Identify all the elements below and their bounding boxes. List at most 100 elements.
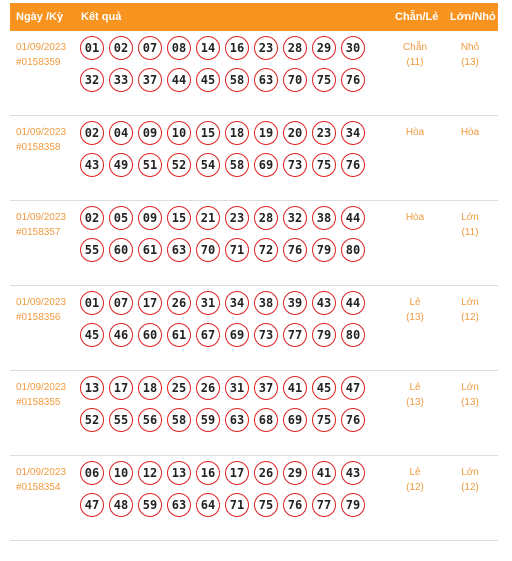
number-ball: 63 (167, 238, 191, 262)
number-ball: 45 (80, 323, 104, 347)
number-ball: 71 (225, 493, 249, 517)
number-ball: 46 (109, 323, 133, 347)
date-column-header: Ngày /Kỳ (16, 11, 64, 23)
number-ball: 28 (283, 36, 307, 60)
number-ball: 69 (225, 323, 249, 347)
even-odd-label: Chẵn (403, 42, 427, 53)
draw-date-cell: 01/09/2023 #0158357 (16, 210, 66, 240)
number-ball: 43 (341, 461, 365, 485)
number-ball: 01 (80, 291, 104, 315)
even-odd-cell: Chẵn (11) (390, 40, 440, 70)
number-ball: 67 (196, 323, 220, 347)
number-ball: 59 (138, 493, 162, 517)
big-small-label: Lớn (461, 212, 479, 223)
number-ball: 63 (225, 408, 249, 432)
even-odd-count: (11) (406, 57, 424, 68)
big-small-column-header: Lớn/Nhỏ (450, 11, 496, 23)
draw-id: #0158356 (16, 312, 61, 323)
table-row: 01/09/2023 #0158356 01 07 17 26 31 34 38 39 43 44 45… (10, 286, 498, 371)
number-ball: 61 (138, 238, 162, 262)
number-ball: 47 (341, 376, 365, 400)
even-odd-cell: Lẻ (13) (390, 380, 440, 410)
number-ball: 01 (80, 36, 104, 60)
draw-date: 01/09/2023 (16, 297, 67, 308)
even-odd-cell: Hòa (390, 125, 440, 140)
number-ball: 04 (109, 121, 133, 145)
number-ball: 13 (80, 376, 104, 400)
number-ball: 70 (196, 238, 220, 262)
even-odd-column-header: Chẵn/Lẻ (395, 11, 439, 23)
number-ball: 26 (167, 291, 191, 315)
results-table-header: Ngày /Kỳ Kết quả Chẵn/Lẻ Lớn/Nhỏ (10, 3, 498, 31)
number-ball: 60 (109, 238, 133, 262)
number-ball: 26 (196, 376, 220, 400)
even-odd-label: Hòa (405, 127, 425, 138)
draw-id: #0158355 (16, 397, 61, 408)
big-small-cell: Lớn (11) (445, 210, 495, 240)
number-ball: 21 (196, 206, 220, 230)
number-ball: 52 (167, 153, 191, 177)
number-ball: 80 (341, 238, 365, 262)
number-ball: 29 (312, 36, 336, 60)
number-ball: 63 (167, 493, 191, 517)
number-ball: 05 (109, 206, 133, 230)
number-ball: 59 (196, 408, 220, 432)
number-ball: 44 (167, 68, 191, 92)
even-odd-label: Hòa (405, 212, 425, 223)
even-odd-cell: Lẻ (12) (390, 465, 440, 495)
number-ball: 75 (312, 408, 336, 432)
number-ball: 10 (109, 461, 133, 485)
number-ball: 14 (196, 36, 220, 60)
number-ball: 23 (254, 36, 278, 60)
even-odd-label: Lẻ (409, 467, 421, 478)
number-ball: 18 (225, 121, 249, 145)
number-ball: 75 (312, 68, 336, 92)
number-ball: 73 (254, 323, 278, 347)
number-ball: 52 (80, 408, 104, 432)
number-ball: 09 (138, 206, 162, 230)
result-numbers: 02 04 09 10 15 18 19 20 23 34 43 49 51 52 54 58 69 73 75 76 (80, 121, 370, 177)
big-small-label: Lớn (461, 467, 479, 478)
number-ball: 15 (196, 121, 220, 145)
number-ball: 45 (312, 376, 336, 400)
result-column-header: Kết quả (81, 11, 122, 23)
number-ball: 43 (80, 153, 104, 177)
result-numbers: 02 05 09 15 21 23 28 32 38 44 55 60 61 63 70 71 72 76 79 80 (80, 206, 370, 262)
draw-id: #0158358 (16, 142, 61, 153)
number-ball: 44 (341, 206, 365, 230)
big-small-label: Lớn (461, 382, 479, 393)
number-ball: 30 (341, 36, 365, 60)
number-ball: 26 (254, 461, 278, 485)
draw-date-cell: 01/09/2023 #0158355 (16, 380, 66, 410)
number-ball: 33 (109, 68, 133, 92)
number-ball: 61 (167, 323, 191, 347)
number-ball: 58 (225, 153, 249, 177)
number-ball: 31 (225, 376, 249, 400)
even-odd-cell: Lẻ (13) (390, 295, 440, 325)
number-ball: 80 (341, 323, 365, 347)
number-ball: 76 (341, 153, 365, 177)
number-ball: 31 (196, 291, 220, 315)
big-small-label: Hòa (460, 127, 480, 138)
number-ball: 43 (312, 291, 336, 315)
number-ball: 34 (341, 121, 365, 145)
number-ball: 75 (312, 153, 336, 177)
big-small-label: Nhỏ (460, 42, 480, 53)
number-ball: 41 (312, 461, 336, 485)
number-ball: 79 (312, 238, 336, 262)
draw-date-cell: 01/09/2023 #0158359 (16, 40, 66, 70)
draw-date-cell: 01/09/2023 #0158354 (16, 465, 66, 495)
number-ball: 41 (283, 376, 307, 400)
number-ball: 16 (196, 461, 220, 485)
number-ball: 38 (312, 206, 336, 230)
even-odd-cell: Hòa (390, 210, 440, 225)
table-row: 01/09/2023 #0158359 01 02 07 08 14 16 23 28 29 30 32… (10, 31, 498, 116)
number-ball: 79 (341, 493, 365, 517)
number-ball: 58 (167, 408, 191, 432)
number-ball: 64 (196, 493, 220, 517)
number-ball: 69 (283, 408, 307, 432)
result-numbers: 01 02 07 08 14 16 23 28 29 30 32 33 37 44 45 58 63 70 75 76 (80, 36, 370, 92)
big-small-cell: Nhỏ (13) (445, 40, 495, 70)
number-ball: 23 (312, 121, 336, 145)
number-ball: 70 (283, 68, 307, 92)
